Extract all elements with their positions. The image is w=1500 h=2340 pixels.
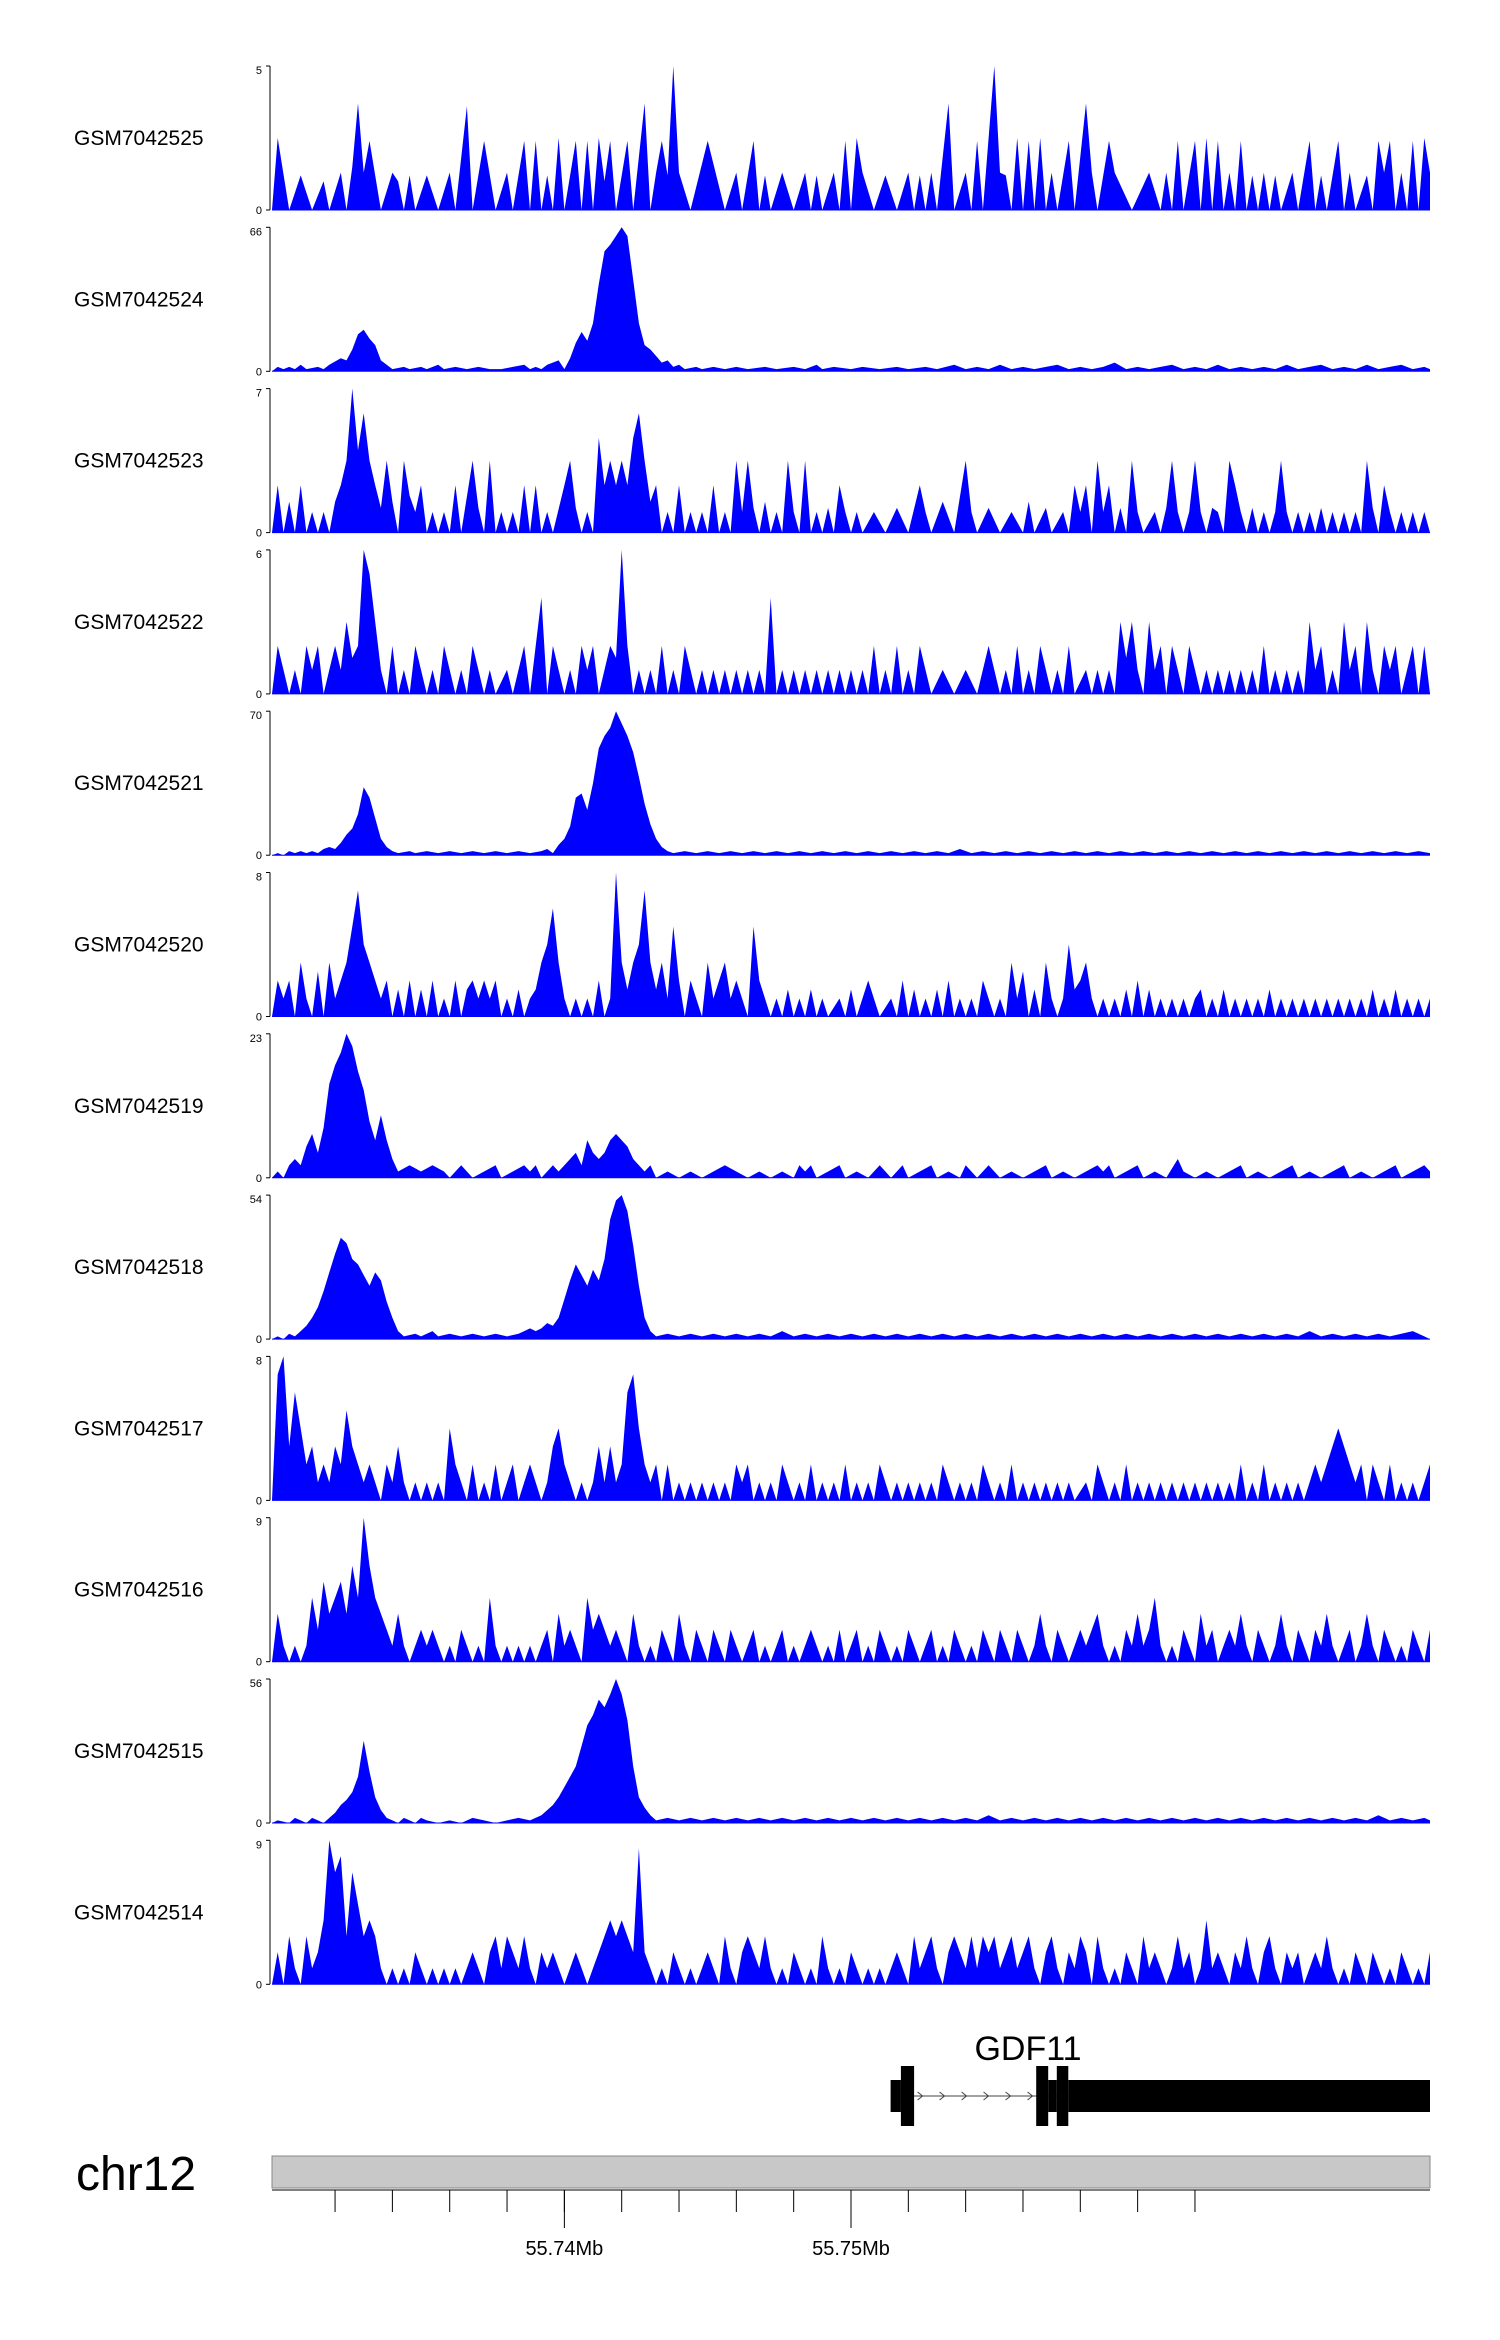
track-ymax-label: 8 [256,1355,262,1367]
track-ymin-label: 0 [256,850,262,862]
gene-track: GDF11 [890,2030,1430,2126]
coverage-area [272,227,1430,372]
track-label: GSM7042523 [74,450,204,473]
coverage-area [272,66,1430,210]
gene-exon [890,2080,901,2112]
track-ymax-label: 23 [250,1033,262,1045]
track: GSM7042515 56 0 [74,1678,1430,1830]
track-label: GSM7042522 [74,611,204,634]
track-ymin-label: 0 [256,205,262,217]
chromosome-band [271,2155,1431,2189]
gene-exon [1036,2066,1049,2126]
gene-strand-arrow [939,2091,946,2101]
gene-strand-arrow [983,2091,990,2101]
gene-strand-arrow [917,2091,924,2101]
track-ymax-label: 5 [256,65,262,77]
gene-exon [1048,2080,1057,2112]
coverage-area [272,872,1430,1017]
track-ymin-label: 0 [256,1334,262,1346]
track-ymin-label: 0 [256,1012,262,1024]
gene-strand-arrow [1027,2091,1034,2101]
track: GSM7042519 23 0 [74,1033,1430,1185]
track-ymax-label: 6 [256,549,262,561]
track-label: GSM7042518 [74,1256,204,1279]
track: GSM7042522 6 0 [74,549,1430,701]
track-label: GSM7042524 [74,288,204,311]
track-ymax-label: 7 [256,388,262,400]
track-ymax-label: 54 [250,1194,262,1206]
track: GSM7042516 9 0 [74,1517,1430,1669]
track-ymin-label: 0 [256,1657,262,1669]
chromosome-label: chr12 [76,2148,196,2201]
axis-tick-label: 55.74Mb [525,2238,603,2260]
coverage-area [272,1840,1430,1985]
track: GSM7042521 70 0 [74,710,1430,862]
track-ymin-label: 0 [256,1495,262,1507]
track-ymax-label: 8 [256,872,262,884]
coverage-area [272,388,1430,533]
coverage-area [272,1679,1430,1823]
genomic-axis: 55.74Mb 55.75Mb [272,2189,1430,2260]
coverage-area [272,1517,1430,1662]
track-label: GSM7042525 [74,127,204,150]
track-ymin-label: 0 [256,366,262,378]
track: GSM7042520 8 0 [74,872,1430,1024]
coverage-area [272,1033,1430,1178]
track-ymin-label: 0 [256,1979,262,1991]
track: GSM7042518 54 0 [74,1194,1430,1346]
track-label: GSM7042519 [74,1095,204,1118]
axis-tick-label: 55.75Mb [812,2238,890,2260]
track: GSM7042523 7 0 [74,388,1430,540]
track-ymax-label: 9 [256,1517,262,1529]
coverage-area [272,1356,1430,1501]
track-ymax-label: 56 [250,1678,262,1690]
track-label: GSM7042516 [74,1579,204,1602]
track-ymax-label: 9 [256,1839,262,1851]
gene-strand-arrow [961,2091,968,2101]
track-ymax-label: 66 [250,226,262,238]
track: GSM7042525 5 0 [74,65,1430,217]
track: GSM7042517 8 0 [74,1355,1430,1507]
gene-exon [1068,2080,1430,2112]
coverage-tracks: GSM704252550GSM7042524660GSM704252370GSM… [74,65,1430,1991]
track-ymin-label: 0 [256,1818,262,1830]
track-label: GSM7042517 [74,1417,204,1440]
track-label: GSM7042514 [74,1901,204,1924]
coverage-area [272,1195,1430,1340]
track: GSM7042524 66 0 [74,226,1430,378]
chromosome-ideogram: chr12 [76,2148,1431,2201]
track-label: GSM7042515 [74,1740,204,1763]
track-label: GSM7042521 [74,772,204,795]
coverage-area [272,711,1430,856]
gene-label: GDF11 [974,2030,1081,2068]
gene-exon [1056,2066,1069,2126]
track: GSM7042514 9 0 [74,1839,1430,1991]
track-ymin-label: 0 [256,689,262,701]
track-ymin-label: 0 [256,528,262,540]
track-ymin-label: 0 [256,1173,262,1185]
gene-exon [900,2066,915,2126]
gene-strand-arrow [1005,2091,1012,2101]
track-label: GSM7042520 [74,934,204,957]
track-ymax-label: 70 [250,710,262,722]
coverage-area [272,549,1430,694]
